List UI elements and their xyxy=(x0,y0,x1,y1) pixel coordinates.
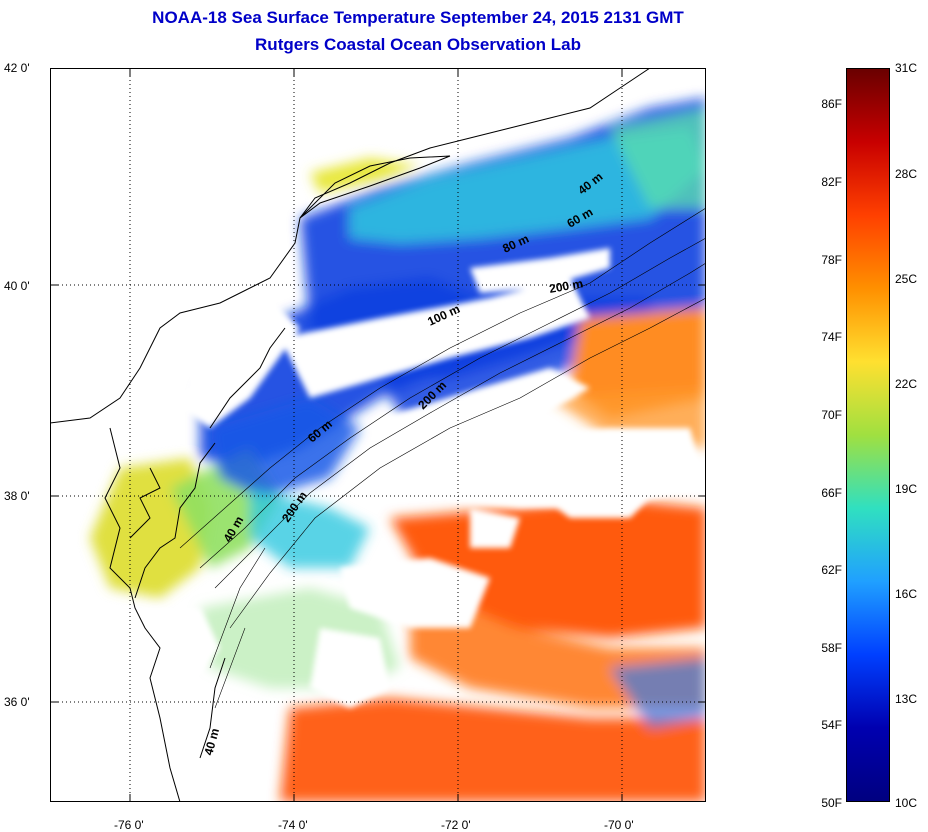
colorbar-c-22: 22C xyxy=(895,377,918,391)
lat-tick-38: 38 0' xyxy=(4,489,30,503)
colorbar-f-66: 66F xyxy=(821,486,842,500)
bathymetry-contours xyxy=(179,207,706,709)
colorbar-f-82: 82F xyxy=(821,175,842,189)
contour-label-40m-sw: 40 m xyxy=(201,727,222,757)
colorbar-f-58: 58F xyxy=(821,641,842,655)
colorbar-f-50: 50F xyxy=(821,796,842,810)
map-subtitle: Rutgers Coastal Ocean Observation Lab xyxy=(255,35,581,54)
graticule xyxy=(50,68,706,802)
colorbar-f-78: 78F xyxy=(821,253,842,267)
lat-tick-36: 36 0' xyxy=(4,695,30,709)
colorbar-c-10: 10C xyxy=(895,796,918,810)
colorbar-f-74: 74F xyxy=(821,330,842,344)
lat-tick-40: 40 0' xyxy=(4,279,30,293)
colorbar-f-70: 70F xyxy=(821,408,842,422)
map-frame xyxy=(50,68,706,802)
lon-tick-76: -76 0' xyxy=(114,818,144,832)
colorbar-f-62: 62F xyxy=(821,563,842,577)
lat-tick-42: 42 0' xyxy=(4,61,30,75)
lon-tick-72: -72 0' xyxy=(441,818,471,832)
coastline xyxy=(50,68,651,802)
colorbar-c-25: 25C xyxy=(895,272,918,286)
colorbar-c-19: 19C xyxy=(895,482,918,496)
colorbar-c-16: 16C xyxy=(895,587,918,601)
colorbar xyxy=(846,68,890,802)
frame-ticks xyxy=(50,68,706,802)
colorbar-f-86: 86F xyxy=(821,97,842,111)
lon-tick-74: -74 0' xyxy=(278,818,308,832)
lon-tick-70: -70 0' xyxy=(604,818,634,832)
colorbar-c-28: 28C xyxy=(895,167,918,181)
sst-map: 40 m 60 m 80 m 200 m 100 m 200 m 60 m 20… xyxy=(50,68,706,802)
colorbar-c-13: 13C xyxy=(895,692,918,706)
contour-label-200m-ne: 200 m xyxy=(548,276,584,296)
colorbar-c-31: 31C xyxy=(895,61,918,75)
colorbar-f-54: 54F xyxy=(821,718,842,732)
map-title: NOAA-18 Sea Surface Temperature Septembe… xyxy=(152,8,684,27)
